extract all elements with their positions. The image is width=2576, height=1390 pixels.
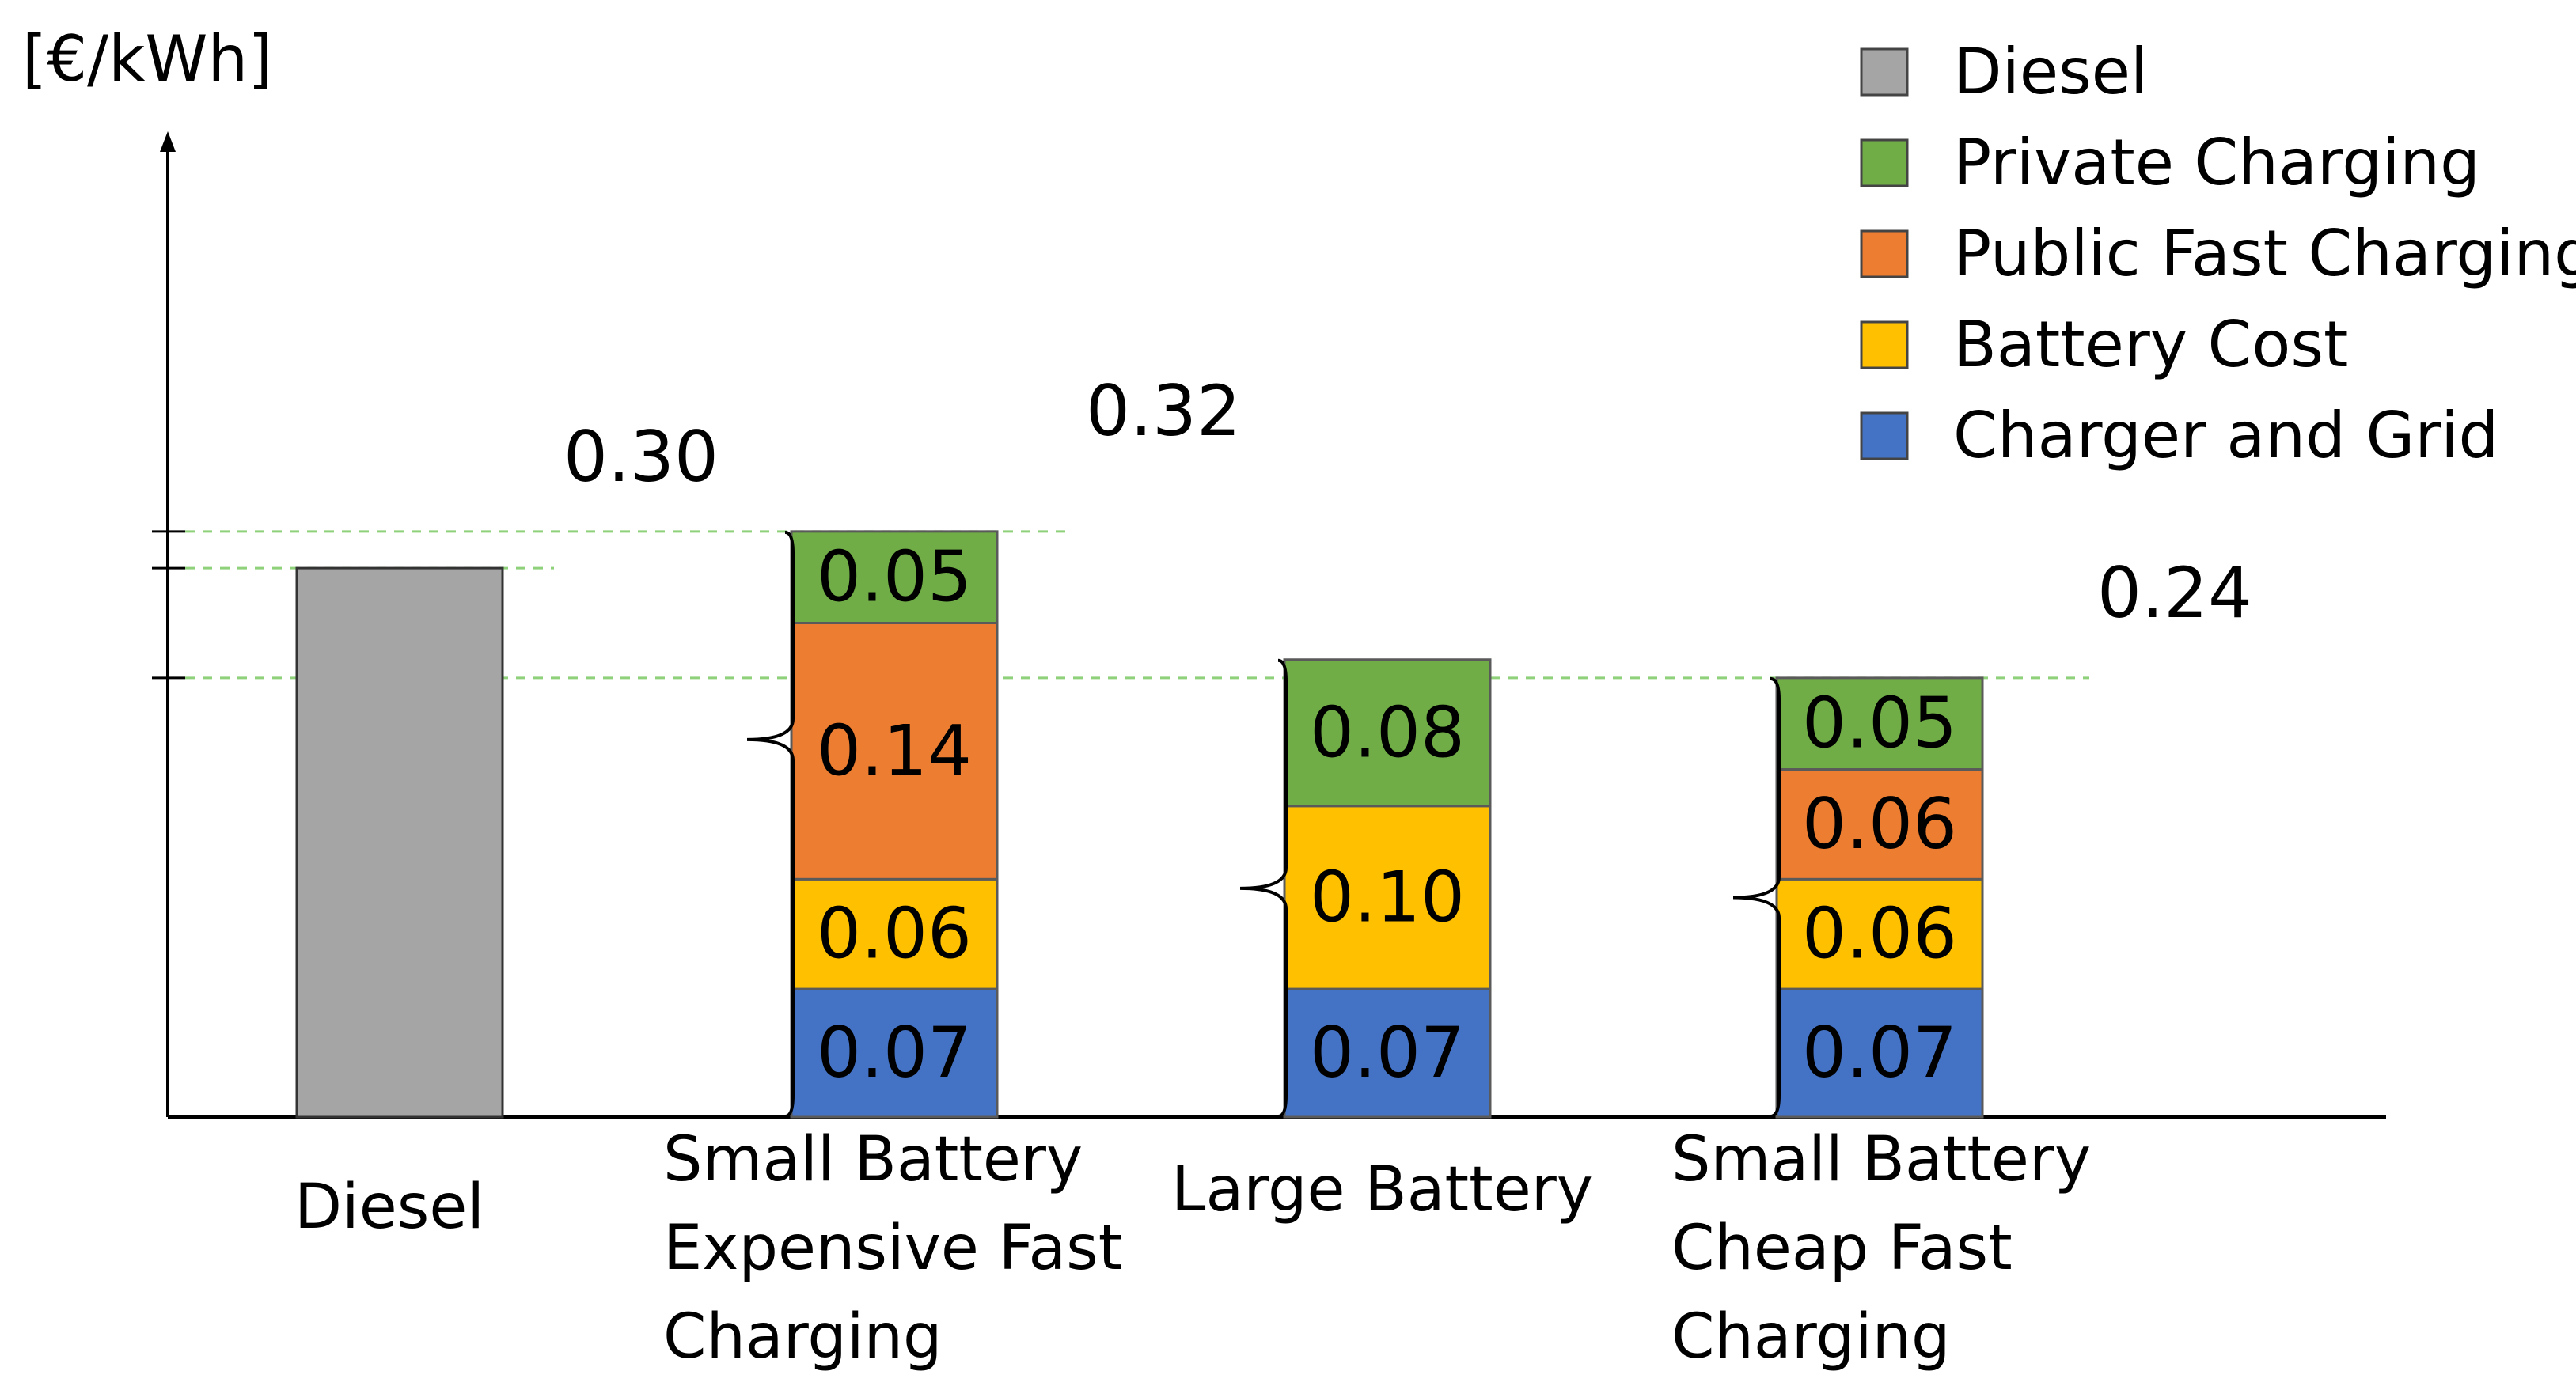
- y-axis-arrowhead: [160, 131, 176, 152]
- bar-segment: [1775, 768, 1984, 881]
- data-label: 0.07: [1310, 1012, 1465, 1093]
- category-label: Large Battery: [1171, 1154, 1593, 1225]
- category-label: Small Battery: [663, 1124, 1083, 1195]
- bar-segment: [1283, 987, 1492, 1119]
- legend-label: Charger and Grid: [1953, 399, 2498, 472]
- bar-segment: [1775, 987, 1984, 1119]
- labels: 0.07 0.06 0.14 0.05 0.07 0.10 0.08 0.07 0.06 0.06…: [294, 370, 2252, 1373]
- total-annotation: 0.30: [563, 416, 719, 498]
- legend-label: Public Fast Charging: [1953, 217, 2576, 290]
- total-annotation: 0.24: [2097, 552, 2252, 634]
- legend-swatch: [1860, 411, 1909, 460]
- legend-label: Diesel: [1953, 35, 2148, 108]
- category-label: Small Battery: [1671, 1124, 2091, 1195]
- bar-segment: [1775, 676, 1984, 771]
- legend-swatch: [1860, 320, 1909, 369]
- bar-segment: [1283, 658, 1492, 808]
- bar-segment: [790, 987, 999, 1119]
- legend-label: Private Charging: [1953, 126, 2480, 199]
- bar-segment: [790, 877, 999, 990]
- y-axis-label: [€/kWh]: [22, 22, 272, 96]
- total-annotation: 0.32: [1086, 370, 1241, 452]
- data-label: 0.05: [817, 536, 972, 618]
- curly-brace: [746, 530, 795, 1118]
- category-label: Charging: [663, 1301, 943, 1373]
- bar-segment: [790, 530, 999, 624]
- data-label: 0.08: [1310, 691, 1465, 773]
- category-label: Diesel: [294, 1172, 484, 1243]
- data-label: 0.07: [1802, 1012, 1957, 1093]
- category-label: Cheap Fast: [1671, 1213, 2013, 1284]
- legend-swatch: [1860, 229, 1909, 278]
- legend-swatch: [1860, 138, 1909, 187]
- curly-brace: [1239, 658, 1288, 1118]
- data-label: 0.07: [817, 1012, 972, 1093]
- axes: [€/kWh]: [22, 22, 2386, 1119]
- bar-segment: [1775, 877, 1984, 990]
- legend-swatch: [1860, 47, 1909, 97]
- legend-label: Battery Cost: [1953, 308, 2348, 381]
- bars: [295, 530, 1984, 1119]
- data-label: 0.06: [1802, 893, 1957, 975]
- data-label: 0.06: [817, 893, 972, 975]
- data-label: 0.14: [817, 710, 972, 791]
- legend: Diesel Private Charging Public Fast Chargi…: [1860, 35, 2576, 472]
- data-label: 0.10: [1310, 856, 1465, 937]
- bar-segment: [295, 566, 504, 1119]
- data-label: 0.06: [1802, 783, 1957, 865]
- category-label: Charging: [1671, 1301, 1951, 1373]
- braces: [746, 530, 1781, 1118]
- category-label: Expensive Fast: [663, 1213, 1122, 1284]
- data-label: 0.05: [1802, 683, 1957, 764]
- curly-brace: [1732, 676, 1781, 1118]
